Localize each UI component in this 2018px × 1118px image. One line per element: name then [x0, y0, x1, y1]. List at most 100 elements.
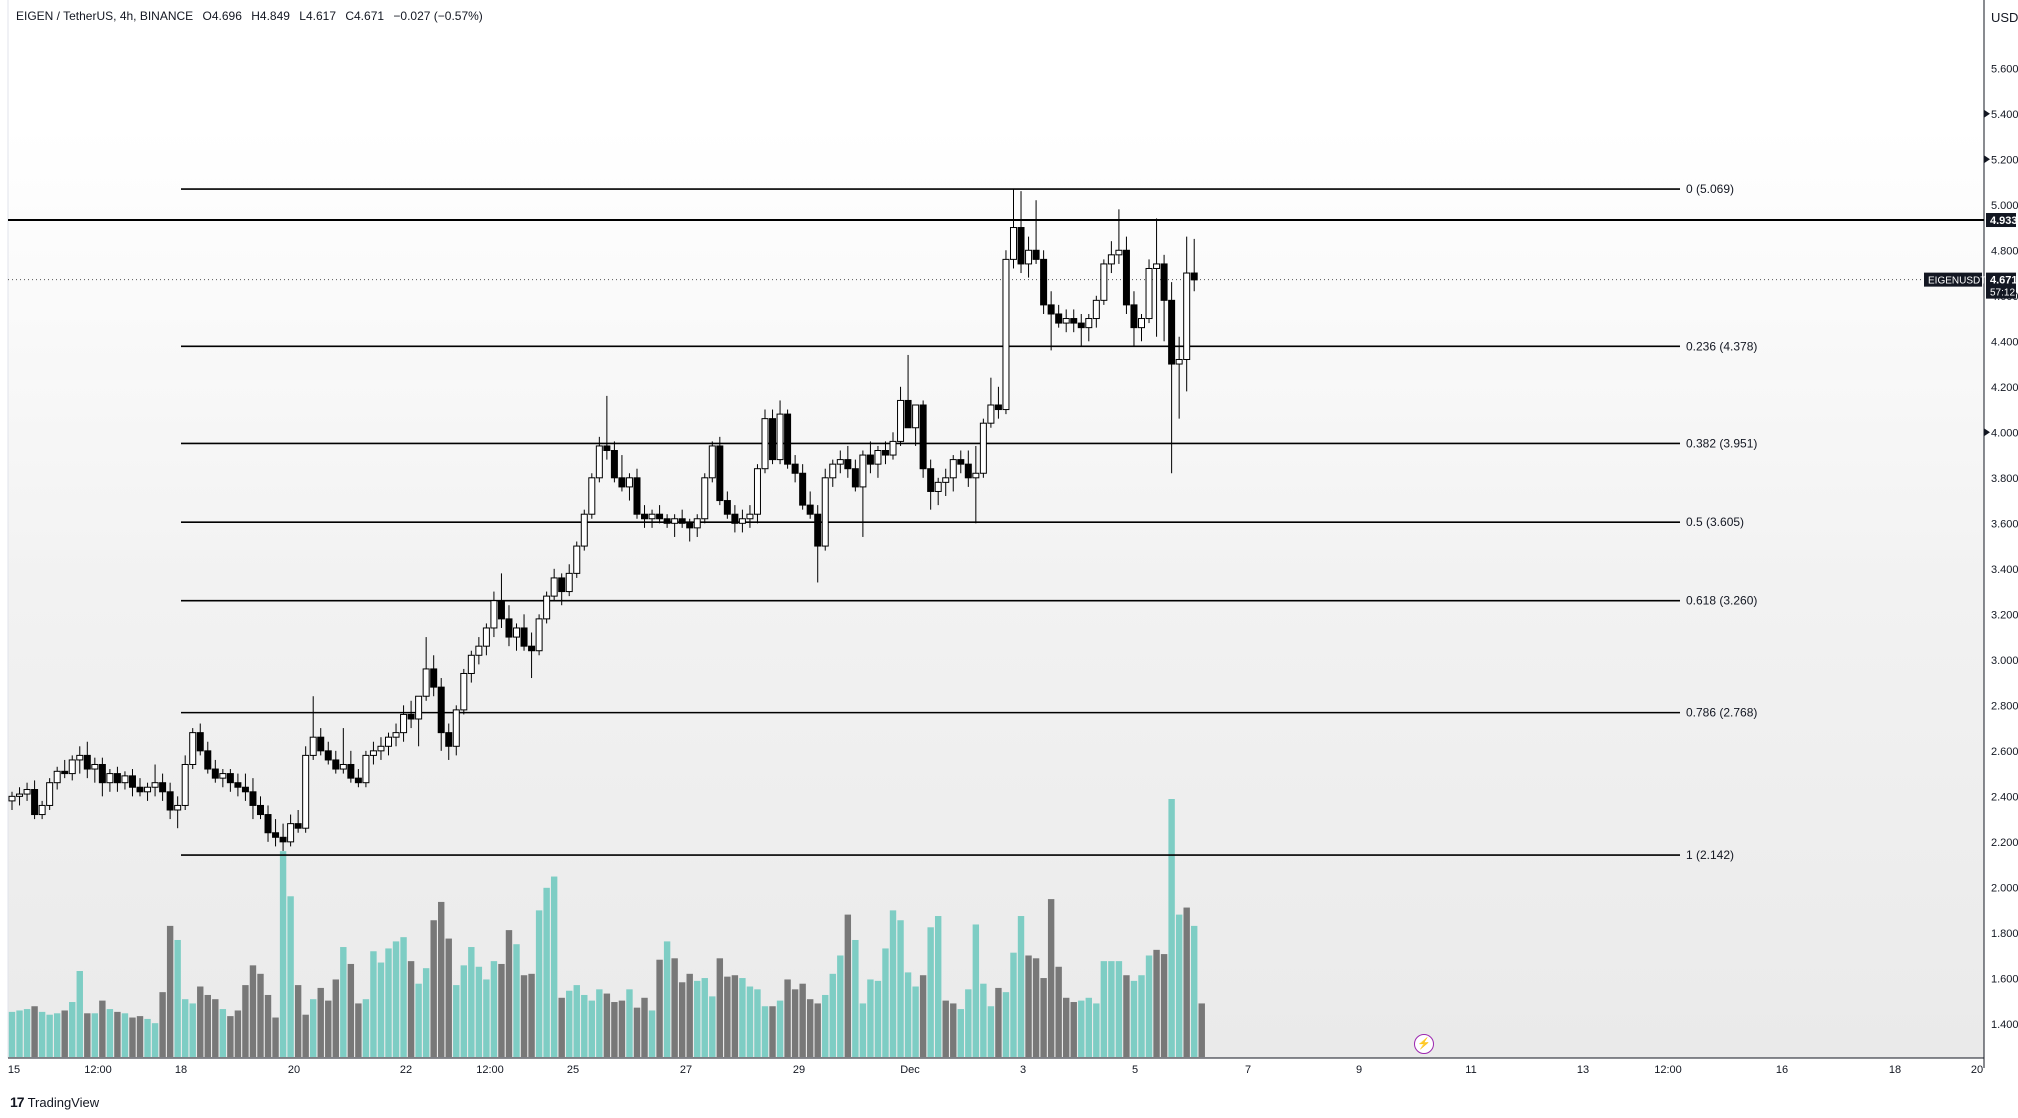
volume-bar: [1191, 925, 1198, 1057]
volume-bar: [347, 963, 355, 1057]
candle-body: [934, 481, 942, 492]
candle-body: [1047, 304, 1055, 315]
candle-body: [1138, 318, 1145, 329]
volume-bar: [212, 999, 219, 1057]
volume-bar: [1145, 955, 1153, 1057]
volume-bar: [746, 986, 754, 1057]
candle-body: [400, 713, 408, 734]
candle-body: [1017, 227, 1025, 265]
volume-bar: [611, 1002, 618, 1057]
candle-body: [580, 513, 588, 547]
candle-body: [889, 440, 897, 456]
candle-body: [949, 459, 957, 479]
candle-body: [475, 645, 483, 656]
candle-body: [701, 477, 709, 520]
volume-bar: [528, 973, 535, 1057]
candle-body: [136, 786, 144, 793]
chart-background[interactable]: [8, 0, 1984, 1058]
axis-marker-icon: [1984, 428, 1990, 437]
candle-body: [588, 477, 596, 515]
volume-bar: [648, 1010, 656, 1057]
x-tick-label: 12:00: [84, 1064, 112, 1076]
volume-bar: [302, 1014, 309, 1057]
volume-bar: [422, 968, 430, 1057]
volume-bar: [806, 999, 814, 1057]
volume-bar: [1002, 992, 1010, 1057]
volume-bar: [694, 980, 701, 1057]
volume-bar: [874, 980, 882, 1057]
candle-body: [987, 404, 995, 424]
candle-body: [467, 654, 475, 674]
volume-bar: [934, 916, 942, 1057]
volume-bar: [603, 993, 611, 1057]
x-tick-label: 5: [1132, 1064, 1138, 1076]
volume-bar: [287, 896, 294, 1057]
candle-body: [279, 836, 287, 843]
candle-body: [369, 750, 377, 756]
candle-body: [723, 500, 731, 515]
candle-body: [979, 422, 987, 474]
candle-body: [550, 577, 558, 597]
volume-bar: [814, 1003, 821, 1057]
candle-body: [302, 754, 310, 829]
candle-body: [821, 477, 829, 547]
volume-bar: [882, 948, 889, 1057]
volume-bar: [844, 914, 852, 1057]
volume-bar: [513, 944, 520, 1057]
volume-bar: [957, 1009, 964, 1057]
resistance-price-tag: [1986, 213, 2016, 228]
volume-bar: [731, 975, 739, 1057]
candle-body: [851, 468, 859, 488]
volume-bar: [219, 1009, 227, 1057]
axis-marker-icon: [1984, 109, 1990, 118]
volume-bar: [16, 1010, 23, 1057]
candle-body: [1070, 318, 1078, 324]
ohlc-low: L4.617: [299, 9, 336, 23]
candle-body: [264, 814, 272, 834]
candle-body: [904, 399, 912, 429]
candle-body: [53, 770, 61, 784]
volume-bar: [438, 901, 445, 1057]
volume-bar: [709, 996, 716, 1057]
y-tick-label: 3.400: [1991, 564, 2018, 576]
candle-body: [1115, 249, 1123, 256]
candle-body: [226, 773, 234, 784]
volume-bar: [498, 963, 505, 1057]
candle-body: [784, 413, 792, 465]
volume-bar: [1078, 1000, 1085, 1057]
candle-body: [1062, 318, 1070, 324]
symbol-title[interactable]: EIGEN / TetherUS, 4h, BINANCE: [16, 9, 194, 23]
volume-bar: [1070, 1002, 1077, 1057]
candle-body: [159, 782, 167, 793]
current-price-tag: [1986, 272, 2016, 299]
volume-bar: [1055, 966, 1062, 1057]
y-tick-label: 3.600: [1991, 518, 2018, 530]
candle-body: [595, 445, 603, 479]
lightning-icon[interactable]: ⚡: [1414, 1034, 1434, 1054]
candle-body: [144, 786, 152, 793]
volume-bar: [581, 994, 588, 1057]
volume-bar: [279, 851, 287, 1057]
candle-body: [663, 518, 671, 524]
ticker-label: EIGENUSDT: [1928, 276, 1986, 287]
tradingview-logo[interactable]: 17 TradingView: [10, 1094, 99, 1110]
volume-bar: [1085, 997, 1092, 1057]
candle-body: [1160, 263, 1168, 301]
volume-bar: [264, 994, 272, 1057]
candle-body: [829, 463, 837, 479]
volume-bar: [392, 941, 400, 1057]
fib-level-label: 0.786 (2.768): [1686, 706, 1757, 720]
volume-bar: [483, 979, 490, 1057]
candle-body: [874, 450, 882, 465]
candle-body: [972, 472, 980, 479]
candle-body: [407, 713, 415, 720]
volume-bar: [1017, 916, 1025, 1057]
volume-bar: [340, 947, 347, 1057]
candle-body: [339, 763, 347, 770]
volume-bar: [362, 999, 370, 1057]
candle-body: [957, 459, 965, 465]
ohlc-high: H4.849: [251, 9, 290, 23]
candle-body: [121, 775, 129, 784]
candle-body: [927, 468, 935, 492]
